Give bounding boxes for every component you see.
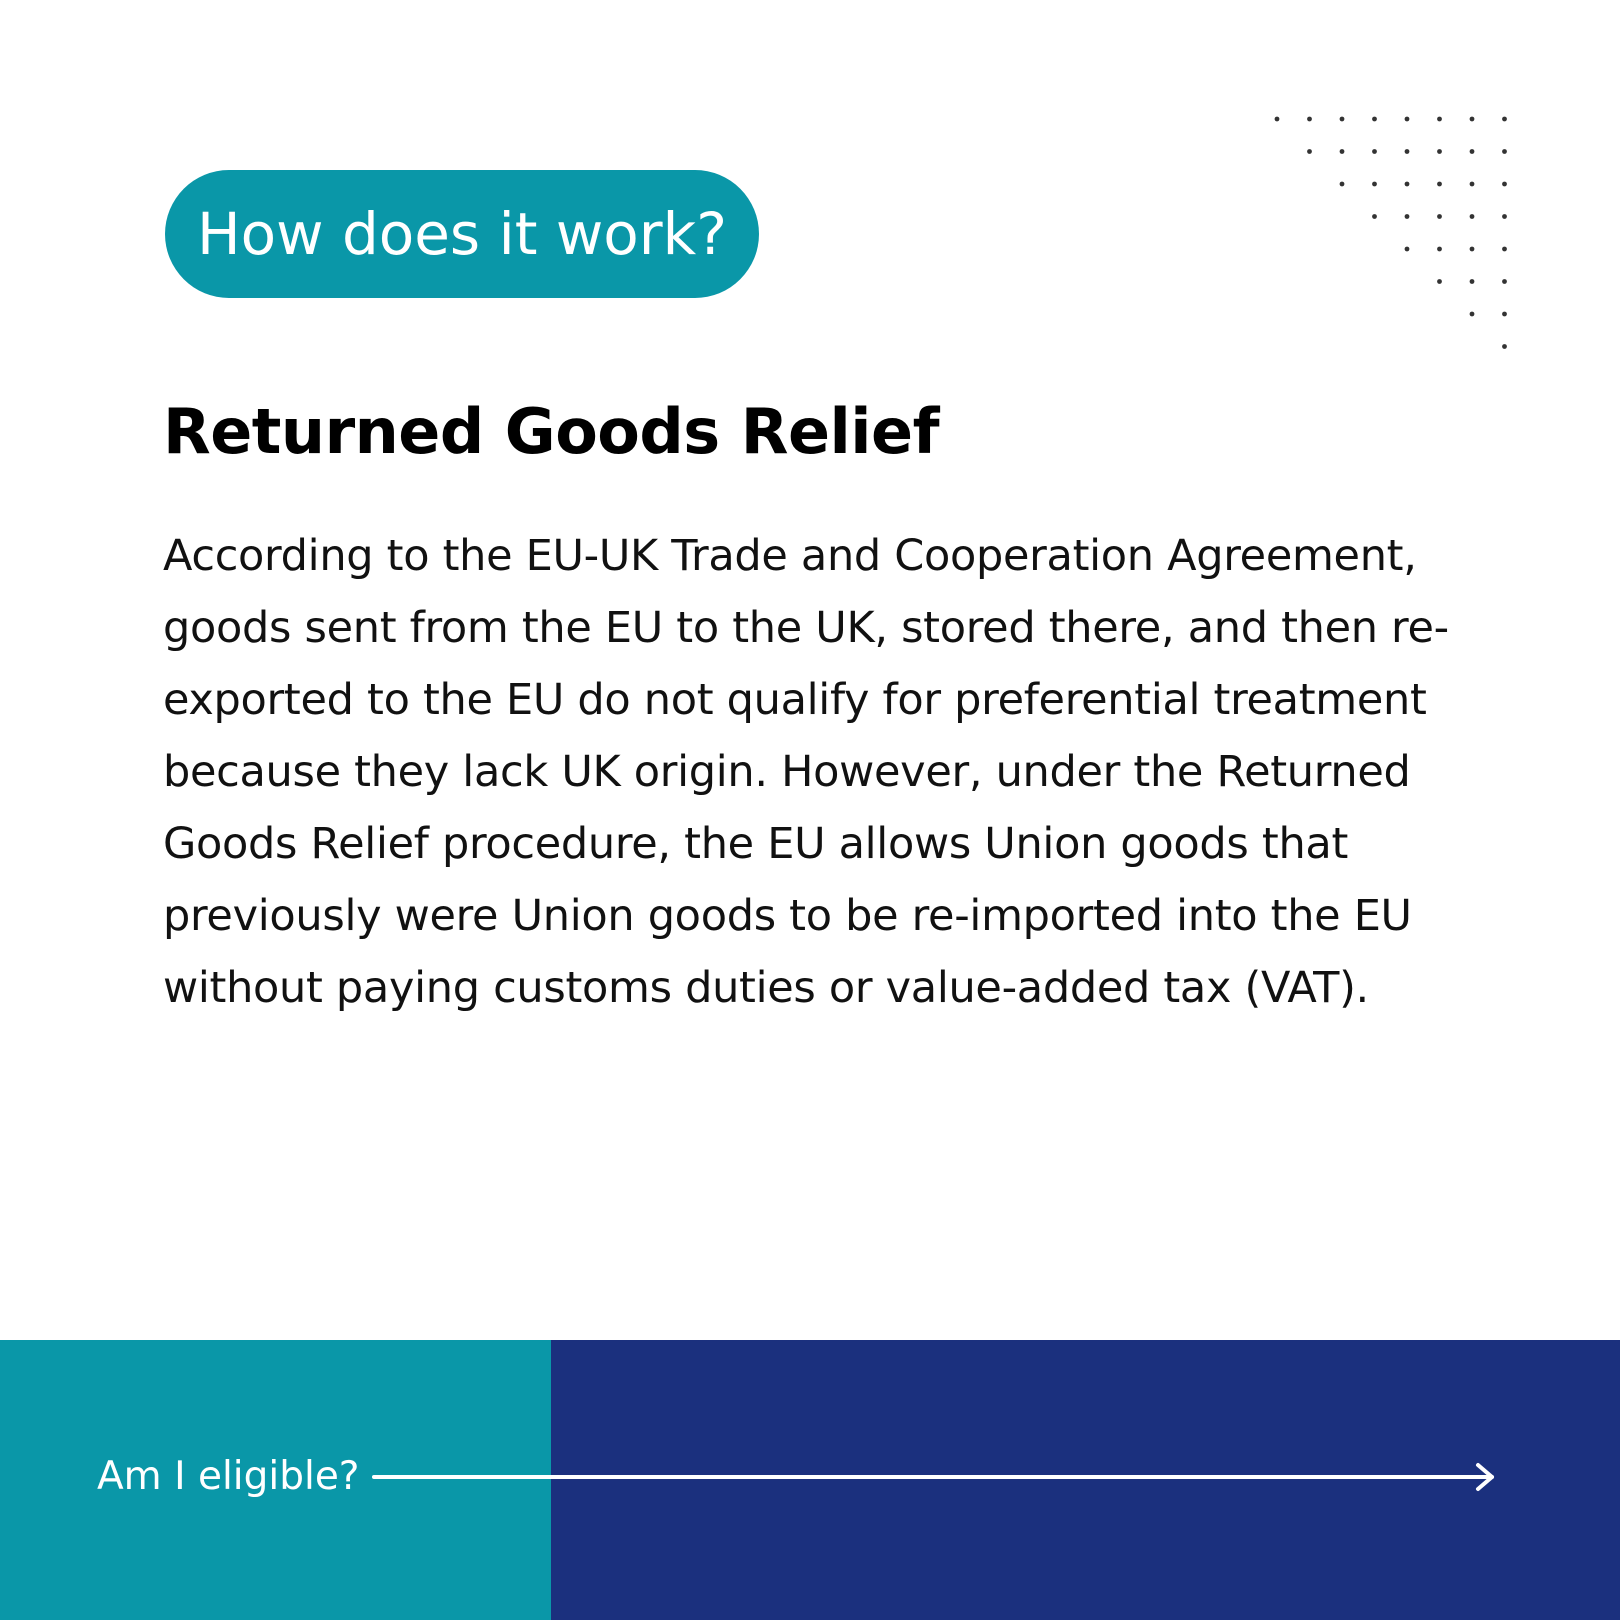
dot-pattern-decoration	[1274, 116, 1507, 349]
decorative-dot	[1502, 246, 1507, 252]
decorative-dot	[1502, 116, 1507, 122]
decorative-dot	[1469, 181, 1475, 187]
decorative-dot	[1469, 214, 1475, 219]
decorative-dot	[1372, 116, 1377, 122]
decorative-dot	[1469, 246, 1475, 252]
footer-teal-panel	[0, 1340, 551, 1620]
footer-navy-panel	[551, 1340, 1620, 1620]
decorative-dot	[1437, 116, 1442, 122]
page-title: Returned Goods Relief	[163, 395, 940, 468]
decorative-dot	[1502, 149, 1507, 154]
decorative-dot	[1274, 116, 1280, 122]
eligibility-link[interactable]: Am I eligible?	[97, 1454, 360, 1499]
decorative-dot	[1502, 279, 1507, 284]
decorative-dot	[1404, 181, 1410, 187]
decorative-dot	[1502, 214, 1507, 219]
decorative-dot	[1404, 116, 1410, 122]
decorative-dot	[1469, 116, 1475, 122]
decorative-dot	[1372, 181, 1377, 187]
decorative-dot	[1404, 214, 1410, 219]
section-pill-label: How does it work?	[196, 200, 728, 268]
decorative-dot	[1437, 214, 1442, 219]
section-pill: How does it work?	[165, 170, 759, 298]
decorative-dot	[1339, 116, 1345, 122]
decorative-dot	[1437, 246, 1442, 252]
decorative-dot	[1502, 181, 1507, 187]
decorative-dot	[1307, 149, 1312, 154]
arrow-right-icon[interactable]	[372, 1461, 1502, 1493]
decorative-dot	[1469, 311, 1475, 317]
decorative-dot	[1502, 311, 1507, 317]
decorative-dot	[1372, 149, 1377, 154]
decorative-dot	[1437, 181, 1442, 187]
body-paragraph: According to the EU-UK Trade and Coopera…	[163, 531, 1449, 1013]
decorative-dot	[1339, 149, 1345, 154]
decorative-dot	[1437, 279, 1442, 284]
decorative-dot	[1372, 214, 1377, 219]
decorative-dot	[1404, 149, 1410, 154]
decorative-dot	[1339, 181, 1345, 187]
decorative-dot	[1404, 246, 1410, 252]
decorative-dot	[1469, 279, 1475, 284]
decorative-dot	[1307, 116, 1312, 122]
decorative-dot	[1502, 344, 1507, 349]
decorative-dot	[1437, 149, 1442, 154]
decorative-dot	[1469, 149, 1475, 154]
